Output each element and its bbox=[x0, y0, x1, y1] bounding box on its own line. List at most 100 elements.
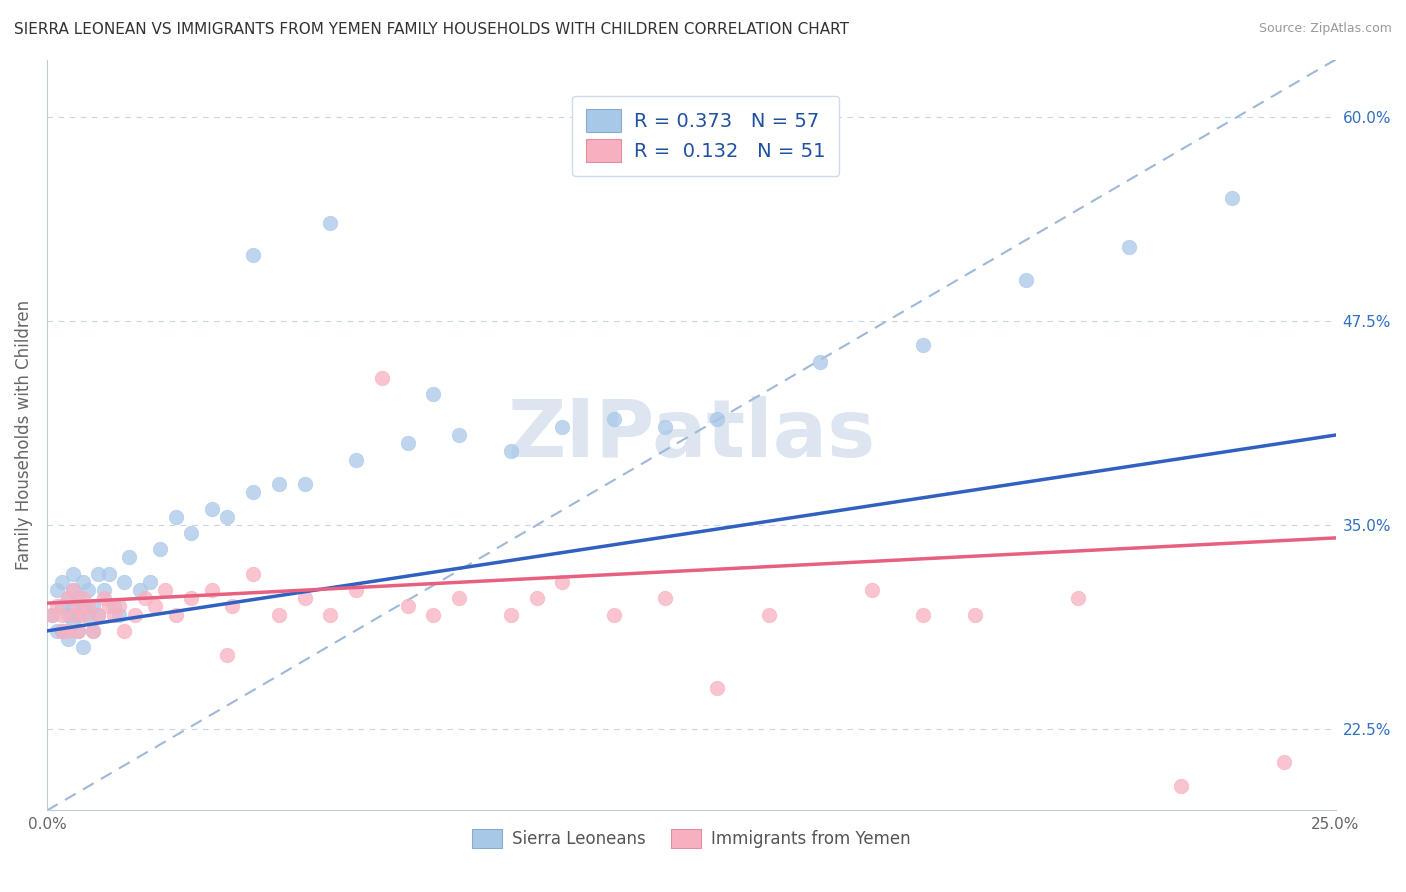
Point bbox=[72, 640, 94, 655]
Point bbox=[912, 338, 935, 352]
Point bbox=[62, 599, 84, 614]
Point bbox=[46, 583, 69, 598]
Point bbox=[118, 550, 141, 565]
Point bbox=[112, 624, 135, 638]
Point bbox=[155, 583, 177, 598]
Point bbox=[603, 607, 626, 622]
Point bbox=[77, 599, 100, 614]
Point bbox=[87, 607, 110, 622]
Point bbox=[66, 591, 89, 606]
Point bbox=[344, 452, 367, 467]
Point bbox=[56, 624, 79, 638]
Point bbox=[654, 591, 676, 606]
Point bbox=[82, 624, 104, 638]
Point bbox=[51, 607, 73, 622]
Point bbox=[51, 599, 73, 614]
Point bbox=[66, 624, 89, 638]
Point bbox=[77, 607, 100, 622]
Point bbox=[551, 420, 574, 434]
Point bbox=[1118, 240, 1140, 254]
Point bbox=[201, 501, 224, 516]
Point bbox=[551, 574, 574, 589]
Point bbox=[108, 607, 131, 622]
Point bbox=[51, 624, 73, 638]
Point bbox=[294, 591, 316, 606]
Point bbox=[66, 599, 89, 614]
Point bbox=[396, 599, 419, 614]
Point bbox=[41, 607, 63, 622]
Text: Source: ZipAtlas.com: Source: ZipAtlas.com bbox=[1258, 22, 1392, 36]
Point bbox=[82, 599, 104, 614]
Point bbox=[93, 591, 115, 606]
Point bbox=[217, 509, 239, 524]
Point bbox=[1272, 755, 1295, 769]
Point bbox=[449, 591, 471, 606]
Point bbox=[396, 436, 419, 450]
Y-axis label: Family Households with Children: Family Households with Children bbox=[15, 300, 32, 570]
Point bbox=[319, 216, 342, 230]
Point bbox=[108, 599, 131, 614]
Point bbox=[56, 591, 79, 606]
Point bbox=[56, 607, 79, 622]
Point bbox=[128, 583, 150, 598]
Point bbox=[46, 599, 69, 614]
Point bbox=[1015, 273, 1038, 287]
Point bbox=[149, 542, 172, 557]
Point bbox=[103, 607, 125, 622]
Point bbox=[499, 607, 522, 622]
Point bbox=[72, 591, 94, 606]
Point bbox=[51, 574, 73, 589]
Point bbox=[97, 599, 120, 614]
Point bbox=[1067, 591, 1090, 606]
Point bbox=[165, 509, 187, 524]
Point bbox=[139, 574, 162, 589]
Point bbox=[180, 526, 202, 541]
Point bbox=[1170, 779, 1192, 793]
Point bbox=[87, 607, 110, 622]
Point bbox=[808, 354, 831, 368]
Point bbox=[72, 607, 94, 622]
Point bbox=[912, 607, 935, 622]
Point bbox=[56, 632, 79, 646]
Point bbox=[201, 583, 224, 598]
Point bbox=[134, 591, 156, 606]
Point bbox=[82, 624, 104, 638]
Point bbox=[87, 566, 110, 581]
Point bbox=[66, 624, 89, 638]
Point bbox=[112, 574, 135, 589]
Point bbox=[62, 583, 84, 598]
Point bbox=[706, 411, 728, 425]
Point bbox=[422, 607, 444, 622]
Point bbox=[62, 566, 84, 581]
Point bbox=[319, 607, 342, 622]
Point bbox=[294, 477, 316, 491]
Point bbox=[1222, 191, 1244, 205]
Point bbox=[56, 591, 79, 606]
Point bbox=[62, 615, 84, 630]
Point bbox=[62, 607, 84, 622]
Point bbox=[77, 583, 100, 598]
Point bbox=[267, 607, 290, 622]
Point bbox=[963, 607, 986, 622]
Point bbox=[72, 574, 94, 589]
Point bbox=[242, 566, 264, 581]
Point bbox=[758, 607, 780, 622]
Point bbox=[422, 387, 444, 401]
Point bbox=[267, 477, 290, 491]
Text: SIERRA LEONEAN VS IMMIGRANTS FROM YEMEN FAMILY HOUSEHOLDS WITH CHILDREN CORRELAT: SIERRA LEONEAN VS IMMIGRANTS FROM YEMEN … bbox=[14, 22, 849, 37]
Point bbox=[242, 248, 264, 262]
Point bbox=[526, 591, 548, 606]
Point bbox=[654, 420, 676, 434]
Point bbox=[66, 607, 89, 622]
Point bbox=[180, 591, 202, 606]
Point bbox=[344, 583, 367, 598]
Point bbox=[242, 485, 264, 500]
Point bbox=[103, 599, 125, 614]
Point bbox=[860, 583, 883, 598]
Point bbox=[97, 566, 120, 581]
Point bbox=[449, 428, 471, 442]
Point bbox=[41, 607, 63, 622]
Point bbox=[217, 648, 239, 663]
Point bbox=[706, 681, 728, 695]
Point bbox=[72, 599, 94, 614]
